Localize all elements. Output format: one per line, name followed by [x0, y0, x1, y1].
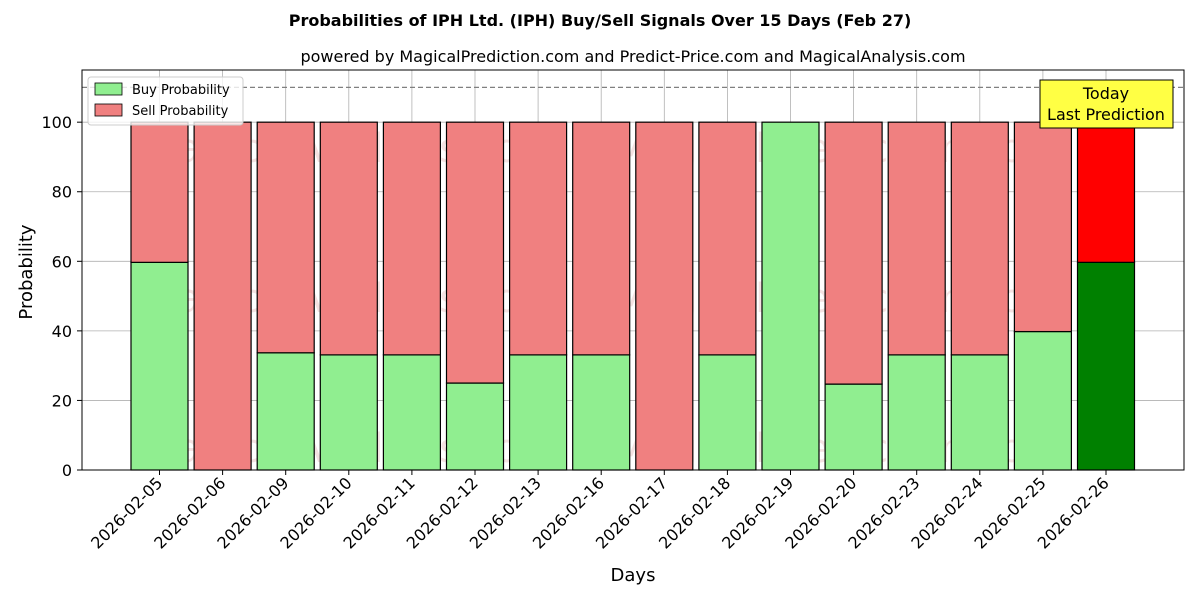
- buy-bar: [698, 354, 757, 471]
- y-tick-label: 20: [52, 391, 72, 410]
- buy-bar: [382, 354, 441, 471]
- today-annotation: Today Last Prediction: [1039, 79, 1174, 129]
- buy-bar: [130, 261, 189, 471]
- legend-label-buy: Buy Probability: [132, 83, 230, 98]
- sell-bar: [635, 121, 694, 471]
- sell-bar: [130, 121, 189, 263]
- y-tick-label: 60: [52, 252, 72, 271]
- chart-title: Probabilities of IPH Ltd. (IPH) Buy/Sell…: [289, 11, 912, 30]
- buy-bar: [887, 354, 946, 471]
- sell-bar: [445, 121, 505, 384]
- sell-bar: [193, 121, 252, 471]
- buy-bar: [572, 354, 631, 471]
- legend-label-sell: Sell Probability: [132, 104, 229, 119]
- sell-bar: [1013, 121, 1073, 333]
- sell-bar: [319, 121, 378, 356]
- y-tick-label: 0: [62, 461, 72, 480]
- buy-bar: [1013, 330, 1073, 471]
- sell-bar: [572, 121, 631, 356]
- annotation-line1: Today: [1082, 84, 1129, 103]
- sell-bar: [950, 121, 1009, 356]
- buy-bar: [256, 352, 315, 471]
- sell-bar: [887, 121, 946, 356]
- sell-bar: [382, 121, 441, 356]
- buy-bar: [950, 354, 1009, 471]
- sell-bar: [824, 121, 883, 385]
- plot-frame: [81, 69, 1185, 471]
- y-tick-label: 100: [41, 113, 72, 132]
- bars: [130, 121, 1136, 471]
- y-axis-label: Probability: [16, 224, 37, 319]
- legend-swatch-sell: [94, 103, 123, 117]
- buy-bar: [824, 383, 883, 471]
- legend-swatch-buy: [94, 82, 123, 96]
- legend: Buy Probability Sell Probability: [87, 76, 244, 126]
- sell-bar: [1076, 121, 1136, 263]
- y-tick-label: 80: [52, 183, 72, 202]
- x-axis-label: Days: [611, 565, 656, 586]
- buy-bar: [509, 354, 568, 471]
- sell-bar: [509, 121, 568, 356]
- buy-bar: [1076, 261, 1136, 471]
- x-axis: 2026-02-052026-02-062026-02-092026-02-10…: [87, 470, 1113, 553]
- annotation-box: [1039, 79, 1174, 129]
- annotation-line2: Last Prediction: [1047, 105, 1165, 124]
- buy-bar: [319, 354, 378, 471]
- y-axis: 0 20 40 60 80 100: [41, 113, 82, 480]
- legend-box: [87, 76, 244, 126]
- chart-subtitle: powered by MagicalPrediction.com and Pre…: [300, 47, 965, 66]
- sell-bar: [256, 121, 315, 354]
- buy-bar: [445, 382, 505, 471]
- buy-bar: [761, 121, 820, 471]
- sell-bar: [698, 121, 757, 356]
- y-tick-label: 40: [52, 322, 72, 341]
